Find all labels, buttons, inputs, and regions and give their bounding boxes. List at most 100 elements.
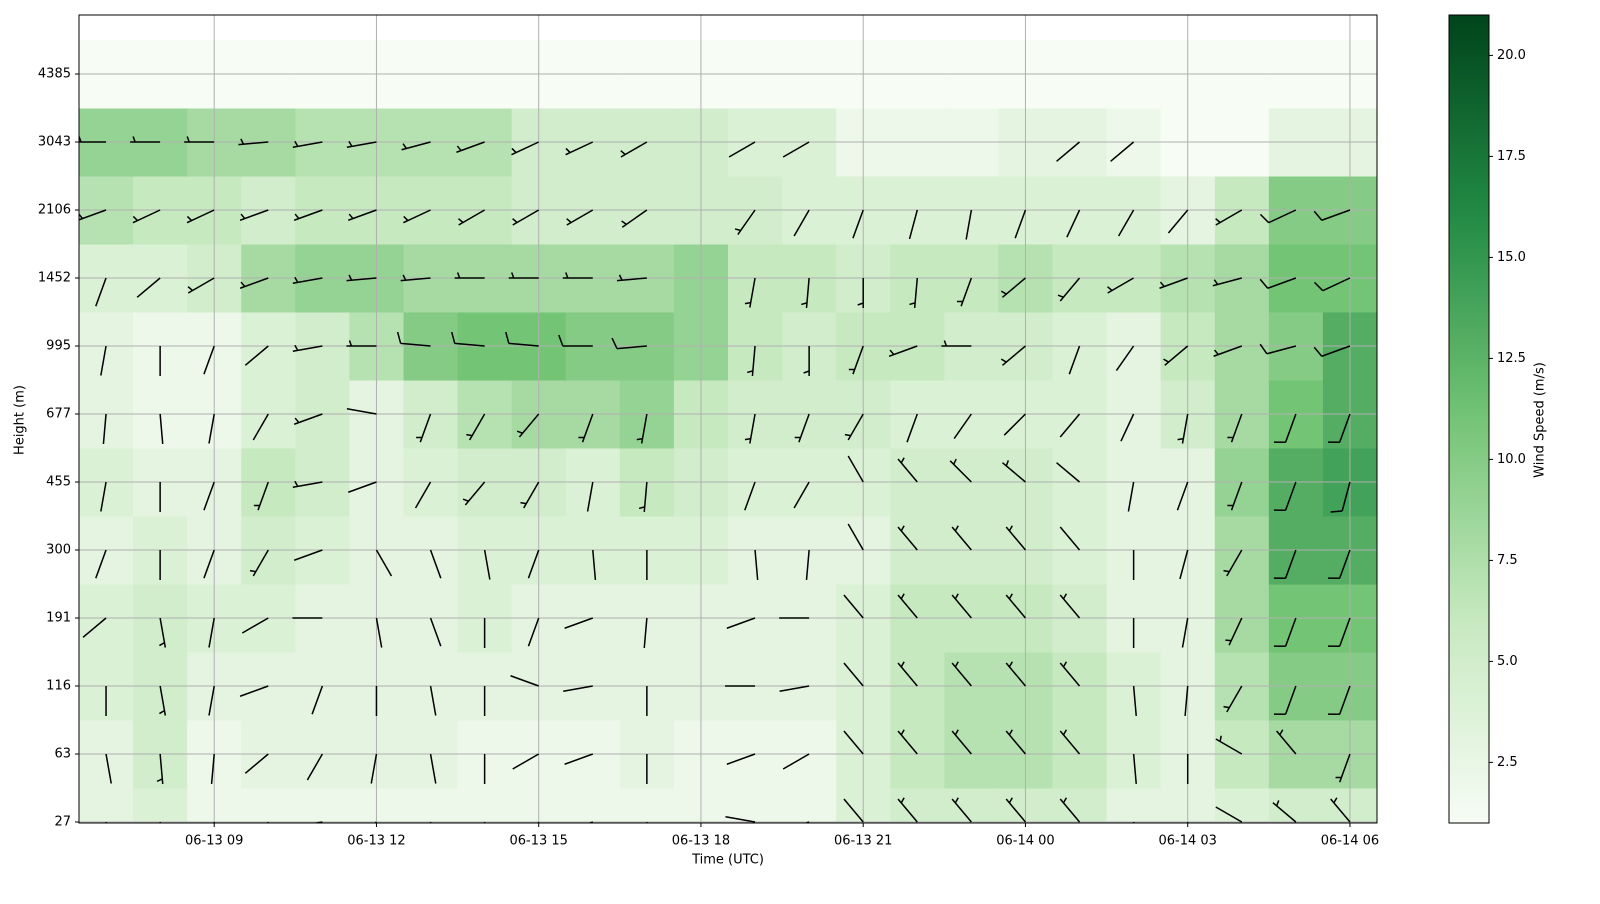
wind-barb	[908, 209, 919, 240]
wind-barb	[1212, 277, 1242, 287]
wind-barb	[726, 617, 756, 629]
x-tick-label: 06-14 03	[1158, 834, 1216, 849]
wind-barb	[292, 276, 323, 284]
wind-barb	[203, 345, 215, 375]
wind-barb	[1117, 209, 1135, 237]
wind-barb	[897, 525, 918, 551]
wind-barb	[563, 685, 593, 692]
wind-barb	[244, 753, 269, 774]
wind-barb	[95, 549, 107, 579]
wind-barb	[953, 413, 972, 440]
wind-barb	[483, 821, 486, 823]
wind-barb	[186, 209, 215, 224]
y-tick-label: 3043	[38, 135, 71, 150]
wind-barb	[726, 753, 756, 765]
wind-barb	[956, 277, 973, 307]
wind-barb	[292, 344, 323, 352]
wind-barb	[456, 141, 485, 153]
wind-barb	[159, 821, 161, 823]
wind-barb	[208, 617, 215, 648]
wind-barb	[1000, 345, 1026, 366]
x-tick-label: 06-13 12	[347, 834, 405, 849]
wind-barb	[400, 274, 431, 282]
wind-barb	[293, 413, 323, 425]
wind-barb	[1313, 345, 1351, 357]
wind-barb	[803, 346, 810, 376]
y-tick-label: 677	[46, 407, 71, 422]
wind-barb	[782, 141, 810, 158]
wind-barb	[587, 821, 594, 823]
wind-barb	[510, 675, 539, 687]
wind-barb	[852, 209, 864, 239]
wind-barb	[203, 481, 215, 511]
wind-barb	[1327, 549, 1351, 579]
wind-barb	[1059, 593, 1081, 619]
colorbar-label: Wind Speed (m/s)	[1533, 362, 1548, 478]
wind-barb	[187, 277, 215, 294]
wind-barb	[1313, 209, 1351, 221]
wind-barb	[1005, 797, 1027, 823]
wind-barb	[1005, 525, 1027, 551]
wind-barb	[105, 821, 107, 823]
wind-barb	[793, 481, 810, 509]
y-axis-label: Height (m)	[13, 385, 28, 455]
wind-barb	[1327, 617, 1351, 647]
wind-barb	[1110, 141, 1135, 162]
wind-barb	[454, 272, 485, 279]
heat-cell	[457, 788, 513, 823]
wind-barb	[562, 272, 593, 279]
wind-barb	[951, 729, 972, 755]
wind-barb	[804, 821, 810, 823]
wind-barb	[888, 345, 918, 357]
wind-barb	[848, 345, 864, 375]
wind-barb	[949, 458, 972, 483]
wind-barb	[643, 617, 648, 648]
wind-barb	[1181, 617, 1189, 648]
wind-barb	[512, 753, 540, 770]
wind-barb	[621, 209, 648, 228]
wind-barb	[253, 481, 269, 511]
wind-barb	[843, 594, 864, 619]
wind-barb	[458, 209, 485, 226]
wind-barb	[1057, 277, 1081, 302]
heat-cell	[890, 788, 945, 823]
wind-barb	[346, 140, 377, 148]
wind-barb	[293, 209, 323, 221]
wind-barb	[1132, 753, 1137, 784]
wind-barb	[728, 141, 756, 158]
wind-barb	[396, 331, 431, 347]
wind-barb	[306, 753, 324, 781]
colorbar-tick-label: 20.0	[1497, 48, 1526, 63]
wind-barb	[897, 729, 918, 755]
wind-barb	[156, 753, 164, 784]
x-tick-label: 06-13 09	[185, 834, 243, 849]
wind-barb	[564, 753, 594, 765]
heat-cell	[295, 788, 350, 823]
wind-barb	[1059, 729, 1081, 755]
wind-barb	[1001, 460, 1026, 483]
wind-barb	[252, 413, 269, 441]
wind-barb	[1223, 549, 1243, 577]
x-tick-label: 06-13 21	[834, 834, 892, 849]
wind-barb	[1273, 481, 1297, 511]
wind-barb	[429, 685, 437, 716]
wind-barb	[348, 481, 377, 493]
wind-barb	[516, 413, 540, 438]
heat-cell	[1106, 788, 1162, 823]
wind-barb	[1056, 462, 1081, 483]
wind-barb	[951, 661, 972, 687]
wind-barb	[801, 277, 810, 308]
wind-barb	[1163, 345, 1189, 366]
wind-barb	[857, 278, 864, 308]
y-tick-label: 4385	[38, 67, 71, 82]
wind-barb	[586, 481, 594, 512]
wind-barb	[747, 345, 756, 376]
wind-barb	[1273, 617, 1297, 647]
wind-barb	[416, 413, 432, 443]
wind-barb	[965, 209, 973, 240]
wind-barb	[1179, 549, 1189, 580]
wind-barb	[414, 481, 432, 509]
wind-barb	[1176, 481, 1189, 511]
wind-barb	[805, 549, 810, 580]
wind-barb	[239, 685, 269, 697]
